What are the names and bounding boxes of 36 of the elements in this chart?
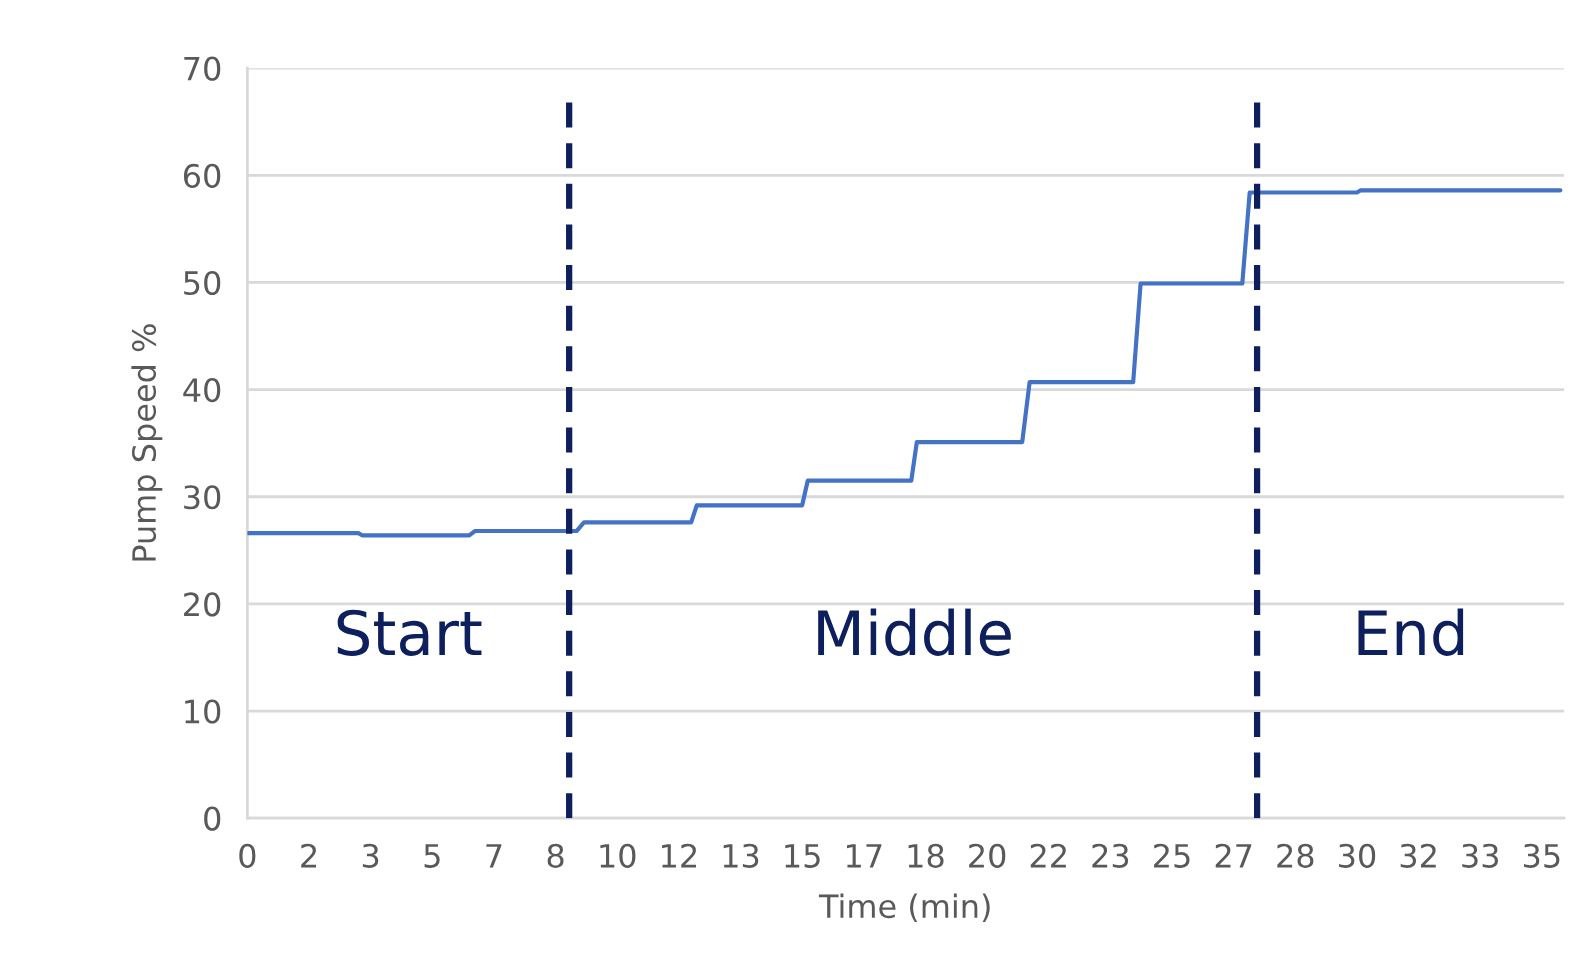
x-tick-label: 22 [1030,843,1066,868]
annotation: Middle [818,608,1011,656]
x-tick-label: 32 [1400,843,1436,868]
y-axis-title: Pump Speed % [131,324,163,561]
x-tick-label: 28 [1277,843,1314,868]
y-tick-label: 20 [184,592,221,617]
x-tick-label: 25 [1154,843,1190,868]
annotation: Start [337,609,482,656]
y-tick-label: 60 [183,163,221,188]
y-tick-label: 50 [184,270,221,296]
line-series [247,188,1563,538]
y-tick-label: 70 [184,56,221,81]
x-tick-label: 12 [662,843,697,868]
y-tick-label: 40 [183,378,221,403]
x-tick-label: 18 [908,843,944,868]
x-tick-label: 13 [723,843,759,868]
x-axis-title: Time (min) [818,893,990,923]
x-tick-label: 35 [1524,843,1560,868]
x-tick-label: 0 [239,843,256,868]
x-tick-label: 27 [1215,843,1252,868]
x-tick-label: 7 [486,844,502,868]
x-tick-label: 10 [600,843,636,868]
x-tick-label: 2 [301,843,316,868]
x-tick-label: 3 [362,843,379,868]
x-tick-label: 33 [1462,843,1498,868]
x-tick-label: 17 [847,844,882,868]
x-tick-label: 20 [969,843,1006,868]
x-tick-label: 15 [785,844,820,868]
x-tick-label: 30 [1339,843,1376,868]
y-tick-label: 30 [184,485,221,510]
x-tick-label: 23 [1092,843,1129,868]
x-tick-label: 8 [547,843,564,868]
annotation: End [1358,608,1464,656]
x-tick-label: 5 [424,844,440,868]
y-tick-label: 10 [185,699,221,724]
y-tick-label: 0 [204,806,221,831]
